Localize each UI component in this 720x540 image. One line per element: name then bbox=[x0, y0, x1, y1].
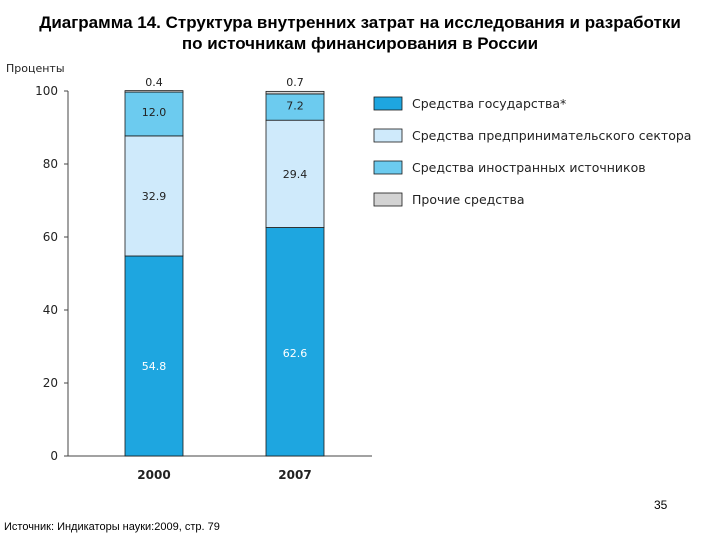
data-label: 54.8 bbox=[142, 360, 167, 373]
bar-segment bbox=[265, 90, 325, 95]
legend-label: Средства иностранных источников bbox=[412, 160, 646, 175]
legend-swatch bbox=[373, 96, 403, 111]
bar-segment bbox=[124, 255, 184, 457]
x-tick-label: 2000 bbox=[137, 468, 170, 482]
legend: Средства государства* Средства предприним… bbox=[373, 96, 691, 207]
legend-label: Средства государства* bbox=[412, 96, 566, 111]
data-label: 29.4 bbox=[283, 168, 308, 181]
legend-swatch bbox=[373, 192, 403, 207]
y-tick-label: 20 bbox=[43, 376, 58, 390]
page-number: 35 bbox=[654, 498, 668, 512]
legend-label: Средства предпринимательского сектора bbox=[412, 128, 691, 143]
chart-title-line-1: Диаграмма 14. Структура внутренних затра… bbox=[39, 13, 681, 32]
bars: 54.8 32.9 12.0 0.4 62.6 29.4 7.2 0.7 bbox=[124, 76, 325, 457]
chart-title-line-2: по источникам финансирования в России bbox=[181, 34, 539, 53]
data-label: 0.4 bbox=[145, 76, 163, 89]
bar-segment bbox=[265, 93, 325, 121]
bar-segment bbox=[124, 91, 184, 137]
data-label: 32.9 bbox=[142, 190, 167, 203]
bar-segment bbox=[124, 90, 184, 93]
y-tick-label: 60 bbox=[43, 230, 58, 244]
data-label: 0.7 bbox=[286, 76, 304, 89]
y-axis-label: Проценты bbox=[6, 62, 65, 75]
bar-segment bbox=[265, 227, 325, 457]
data-label: 7.2 bbox=[286, 100, 304, 113]
legend-swatch bbox=[373, 128, 403, 143]
bar-segment bbox=[124, 135, 184, 257]
y-tick-label: 80 bbox=[43, 157, 58, 171]
y-tick-label: 0 bbox=[50, 449, 58, 463]
y-tick-label: 40 bbox=[43, 303, 58, 317]
x-axis: 2000 2007 bbox=[68, 455, 372, 482]
y-axis: 0 20 40 60 80 100 bbox=[35, 84, 69, 463]
data-label: 62.6 bbox=[283, 347, 308, 360]
y-tick-label: 100 bbox=[35, 84, 58, 98]
source-note: Источник: Индикаторы науки:2009, стр. 79 bbox=[4, 521, 220, 533]
x-tick-label: 2007 bbox=[278, 468, 311, 482]
chart-title: Диаграмма 14. Структура внутренних затра… bbox=[0, 12, 720, 54]
legend-label: Прочие средства bbox=[412, 192, 524, 207]
bar-segment bbox=[265, 119, 325, 228]
data-label: 12.0 bbox=[142, 106, 167, 119]
legend-swatch bbox=[373, 160, 403, 175]
